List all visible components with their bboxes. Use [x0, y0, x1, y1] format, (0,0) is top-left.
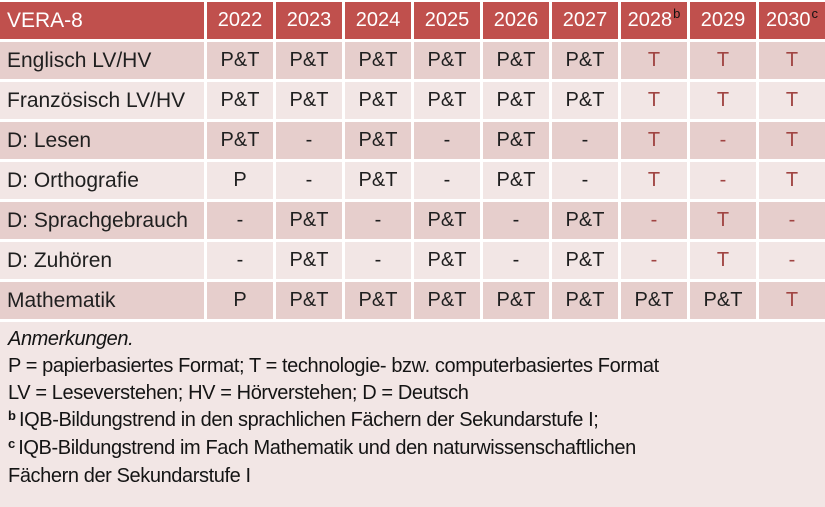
- table-cell: -: [345, 202, 411, 239]
- table-cell: P&T: [483, 122, 549, 159]
- year-header-2030: 2030 c: [759, 2, 825, 39]
- table-cell: T: [759, 162, 825, 199]
- table-cell: P&T: [207, 82, 273, 119]
- year-header-2022: 2022: [207, 2, 273, 39]
- table-cell: T: [759, 42, 825, 79]
- table-cell: P&T: [414, 202, 480, 239]
- table-cell: -: [552, 122, 618, 159]
- note-line: LV = Leseverstehen; HV = Hörverstehen; D…: [8, 382, 469, 404]
- note-superscript: c: [8, 436, 16, 451]
- table-cell: T: [621, 42, 687, 79]
- table-cell: P&T: [276, 42, 342, 79]
- table-cell: P&T: [345, 122, 411, 159]
- table-cell: P&T: [345, 282, 411, 319]
- table-cell: T: [759, 82, 825, 119]
- table-cell: -: [276, 162, 342, 199]
- table-cell: T: [759, 282, 825, 319]
- table-cell: P&T: [552, 282, 618, 319]
- table-cell: P&T: [276, 242, 342, 279]
- row-label: D: Orthografie: [0, 162, 204, 199]
- table-cell: T: [621, 122, 687, 159]
- table-cell: -: [621, 242, 687, 279]
- year-superscript: c: [811, 6, 819, 21]
- table-cell: P&T: [345, 162, 411, 199]
- table-cell: P&T: [483, 282, 549, 319]
- table-cell: -: [483, 242, 549, 279]
- table-cell: T: [759, 122, 825, 159]
- table-cell: P&T: [414, 82, 480, 119]
- table-cell: P&T: [345, 82, 411, 119]
- table-cell: T: [621, 162, 687, 199]
- table-cell: P&T: [621, 282, 687, 319]
- table-cell: -: [345, 242, 411, 279]
- table-cell: -: [621, 202, 687, 239]
- row-label: D: Sprachgebrauch: [0, 202, 204, 239]
- table-cell: P&T: [207, 122, 273, 159]
- table-cell: -: [414, 122, 480, 159]
- table-cell: -: [483, 202, 549, 239]
- row-label: Mathematik: [0, 282, 204, 319]
- vera8-table: VERA-8 2022 2023 2024 2025 2026 2027 2028 b 2029…: [0, 2, 825, 319]
- table-cell: P: [207, 282, 273, 319]
- table-cell: P&T: [414, 242, 480, 279]
- table-notes: Anmerkungen. P = papierbasiertes Format;…: [0, 322, 825, 507]
- table-cell: P: [207, 162, 273, 199]
- table-cell: -: [207, 202, 273, 239]
- table-cell: T: [690, 42, 756, 79]
- table-cell: -: [276, 122, 342, 159]
- table-cell: P&T: [276, 202, 342, 239]
- table-cell: P&T: [276, 282, 342, 319]
- notes-heading: Anmerkungen.: [8, 328, 134, 350]
- year-header-2024: 2024: [345, 2, 411, 39]
- table-cell: T: [690, 82, 756, 119]
- table-cell: P&T: [483, 82, 549, 119]
- note-line: Fächern der Sekundarstufe I: [8, 465, 251, 487]
- year-header-2027: 2027: [552, 2, 618, 39]
- year-header-2025: 2025: [414, 2, 480, 39]
- year-header-2028: 2028 b: [621, 2, 687, 39]
- table-cell: P&T: [414, 42, 480, 79]
- year-header-2026: 2026: [483, 2, 549, 39]
- note-superscript: b: [8, 408, 16, 423]
- row-label: D: Zuhören: [0, 242, 204, 279]
- table-cell: P&T: [483, 42, 549, 79]
- table-cell: P&T: [552, 242, 618, 279]
- note-line: c IQB-Bildungstrend im Fach Mathematik un…: [8, 435, 815, 463]
- table-cell: T: [690, 242, 756, 279]
- table-cell: P&T: [345, 42, 411, 79]
- table-cell: P&T: [690, 282, 756, 319]
- table-cell: P&T: [552, 202, 618, 239]
- table-cell: -: [690, 122, 756, 159]
- table-cell: P&T: [483, 162, 549, 199]
- note-line: P = papierbasiertes Format; T = technolo…: [8, 355, 659, 377]
- year-header-2029: 2029: [690, 2, 756, 39]
- row-label: D: Lesen: [0, 122, 204, 159]
- row-label: Französisch LV/HV: [0, 82, 204, 119]
- table-cell: -: [690, 162, 756, 199]
- table-cell: P&T: [207, 42, 273, 79]
- note-line: b IQB-Bildungstrend in den sprachlichen F…: [8, 407, 815, 435]
- table-cell: T: [621, 82, 687, 119]
- year-superscript: b: [673, 6, 681, 21]
- table-cell: P&T: [552, 42, 618, 79]
- table-cell: -: [759, 242, 825, 279]
- row-label: Englisch LV/HV: [0, 42, 204, 79]
- table-cell: T: [690, 202, 756, 239]
- table-cell: P&T: [552, 82, 618, 119]
- table-cell: -: [759, 202, 825, 239]
- year-header-2023: 2023: [276, 2, 342, 39]
- table-cell: P&T: [276, 82, 342, 119]
- table-title-cell: VERA-8: [0, 2, 204, 39]
- table-cell: P&T: [414, 282, 480, 319]
- table-cell: -: [414, 162, 480, 199]
- table-cell: -: [207, 242, 273, 279]
- table-cell: -: [552, 162, 618, 199]
